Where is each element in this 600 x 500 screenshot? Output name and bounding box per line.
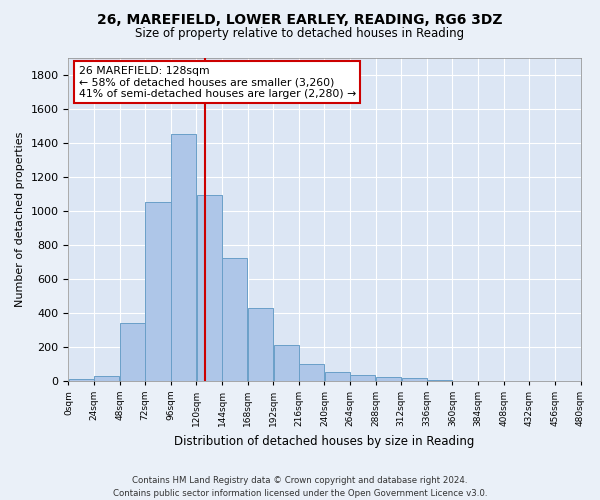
Bar [401,378,427,381]
Bar [274,345,299,381]
X-axis label: Distribution of detached houses by size in Reading: Distribution of detached houses by size … [174,434,475,448]
Bar [350,375,376,381]
Bar [248,308,273,381]
Bar [94,376,119,381]
Bar [68,379,94,381]
Text: 26, MAREFIELD, LOWER EARLEY, READING, RG6 3DZ: 26, MAREFIELD, LOWER EARLEY, READING, RG… [97,12,503,26]
Bar [376,378,401,381]
Text: Contains HM Land Registry data © Crown copyright and database right 2024.
Contai: Contains HM Land Registry data © Crown c… [113,476,487,498]
Bar [222,258,247,381]
Bar [299,364,324,381]
Text: Size of property relative to detached houses in Reading: Size of property relative to detached ho… [136,28,464,40]
Bar [427,380,452,381]
Bar [171,134,196,381]
Y-axis label: Number of detached properties: Number of detached properties [15,132,25,307]
Bar [145,202,170,381]
Bar [325,372,350,381]
Bar [120,323,145,381]
Text: 26 MAREFIELD: 128sqm
← 58% of detached houses are smaller (3,260)
41% of semi-de: 26 MAREFIELD: 128sqm ← 58% of detached h… [79,66,356,99]
Bar [197,196,222,381]
